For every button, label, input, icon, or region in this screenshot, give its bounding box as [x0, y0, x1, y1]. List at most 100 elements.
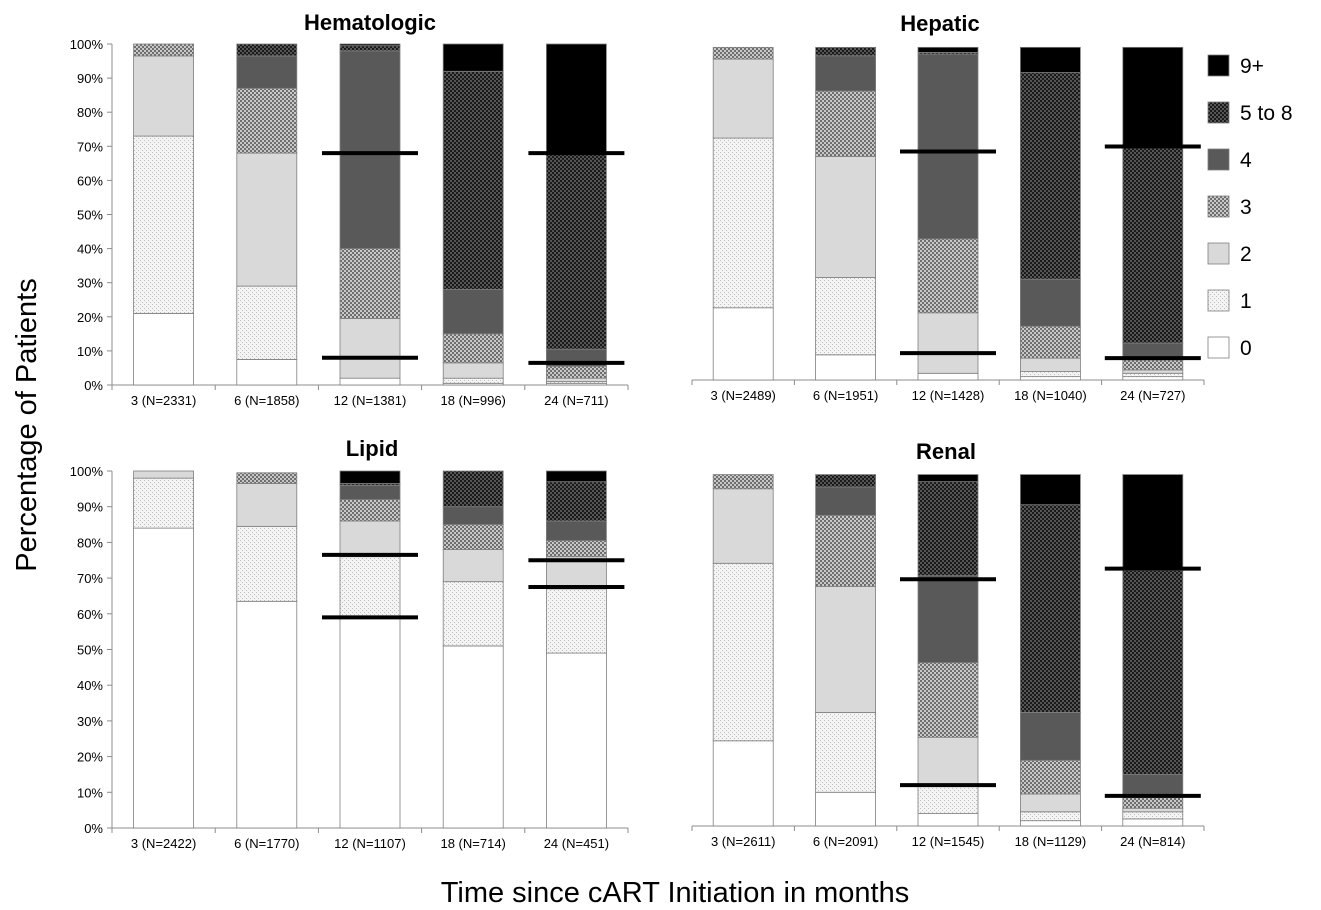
bar-segment-5-to-8 — [815, 46, 876, 57]
bar-segment-2 — [815, 156, 876, 278]
bar-segment-1 — [815, 277, 876, 356]
bar-segment-3 — [339, 499, 401, 522]
legend-swatch — [1207, 148, 1230, 171]
bar-segment-9plus — [1122, 46, 1184, 149]
bar-segment-9plus — [546, 470, 607, 483]
y-tick-label: 0% — [84, 821, 103, 836]
bar-segment-4 — [442, 289, 504, 335]
bar-segment-3 — [815, 514, 876, 587]
x-tick-label: 24 (N=814) — [1120, 834, 1185, 849]
y-tick-label: 10% — [77, 344, 103, 359]
bar-segment-1 — [339, 556, 401, 618]
x-tick-label: 6 (N=1770) — [234, 836, 299, 851]
bar-segment-4 — [917, 575, 979, 664]
y-tick-label: 0% — [84, 378, 103, 393]
bar-segment-9plus — [917, 474, 979, 483]
bar-segment-0 — [815, 354, 876, 381]
bar-segment-1 — [133, 477, 195, 529]
bar-segment-4 — [1020, 278, 1081, 327]
y-tick-label: 100% — [70, 37, 104, 52]
bar-segment-0 — [712, 307, 774, 381]
legend: 9+ 5 to 8 4 3 2 1 0 — [1207, 54, 1293, 360]
bar-segment-5-to-8 — [1020, 72, 1081, 280]
bar-segment-1 — [1020, 811, 1081, 822]
y-tick-label: 70% — [77, 139, 103, 154]
x-tick-label: 3 (N=2422) — [131, 836, 196, 851]
stacked-bar — [133, 470, 195, 829]
bar-segment-0 — [236, 359, 298, 386]
bar-segment-4 — [339, 484, 401, 500]
stacked-bar — [917, 474, 979, 827]
y-tick-label: 30% — [77, 276, 103, 291]
bar-segment-5-to-8 — [546, 152, 607, 350]
bar-segment-9plus — [339, 43, 401, 47]
legend-label: 0 — [1240, 337, 1252, 360]
bar-segment-2 — [712, 488, 774, 564]
bar-segment-3 — [339, 248, 401, 319]
stacked-bar — [133, 43, 195, 386]
bar-segment-3 — [1122, 359, 1184, 371]
stacked-bar — [546, 43, 607, 386]
stacked-bar — [1020, 46, 1081, 381]
bar-segment-5-to-8 — [1020, 504, 1081, 713]
bar-segment-5-to-8 — [815, 474, 876, 488]
bar-segment-1 — [917, 784, 979, 814]
legend-label: 2 — [1240, 243, 1252, 266]
y-tick-label: 100% — [70, 464, 104, 479]
bar-segment-4 — [917, 53, 979, 240]
stacked-bar — [815, 474, 876, 827]
stacked-bar — [712, 474, 774, 827]
bar-segment-2 — [339, 318, 401, 379]
bar-segment-2 — [339, 520, 401, 558]
stacked-bar — [442, 470, 504, 829]
bar-segment-3 — [442, 333, 504, 364]
bar-segment-2 — [815, 585, 876, 713]
panel-title: Lipid — [346, 436, 399, 461]
bar-segment-0 — [1020, 376, 1081, 381]
bar-segment-1 — [1122, 811, 1184, 820]
legend-label: 5 to 8 — [1240, 102, 1293, 125]
bar-segment-3 — [546, 540, 607, 558]
x-tick-label: 24 (N=727) — [1120, 388, 1185, 403]
bar-segment-3 — [1020, 759, 1081, 795]
bar-segment-0 — [339, 377, 401, 386]
legend-label: 1 — [1240, 290, 1252, 313]
bar-segment-3 — [815, 90, 876, 157]
legend-swatch — [1207, 195, 1230, 218]
bar-segment-1 — [133, 135, 195, 314]
bar-segment-5-to-8 — [442, 470, 504, 508]
bar-segment-2 — [442, 549, 504, 583]
x-tick-label: 12 (N=1428) — [912, 388, 985, 403]
bar-segment-2 — [1020, 793, 1081, 813]
x-tick-label: 12 (N=1381) — [334, 393, 407, 408]
bar-segment-1 — [236, 525, 298, 602]
legend-swatch — [1207, 336, 1230, 359]
legend-label: 9+ — [1240, 55, 1264, 78]
x-tick-label: 6 (N=2091) — [813, 834, 878, 849]
stacked-bar — [815, 46, 876, 381]
x-tick-label: 3 (N=2331) — [131, 393, 196, 408]
bar-segment-9plus — [1020, 474, 1081, 506]
stacked-bar — [236, 43, 298, 386]
legend-item: 4 — [1207, 148, 1252, 172]
bar-segment-2 — [1122, 369, 1184, 374]
bar-segment-4 — [339, 50, 401, 249]
x-tick-label: 24 (N=711) — [544, 393, 608, 408]
bar-segment-1 — [712, 137, 774, 309]
y-tick-label: 30% — [77, 714, 103, 729]
stacked-bar — [1122, 474, 1184, 827]
x-tick-label: 24 (N=451) — [544, 836, 609, 851]
bar-segment-0 — [442, 645, 504, 829]
bar-segment-5-to-8 — [1122, 147, 1184, 344]
y-tick-label: 90% — [77, 71, 103, 86]
bar-segment-0 — [339, 616, 401, 829]
legend-item: 5 to 8 — [1207, 101, 1293, 125]
stacked-bar — [339, 43, 401, 386]
x-tick-label: 18 (N=1129) — [1015, 834, 1087, 849]
bar-segment-2 — [917, 312, 979, 374]
bar-segment-9plus — [442, 43, 504, 72]
panel-renal: Renal 3 (N=2611) 6 (N=2091) 12 (N=1545) 18 (… — [691, 439, 1205, 849]
x-tick-label: 18 (N=714) — [440, 836, 505, 851]
y-tick-label: 60% — [77, 607, 103, 622]
bar-segment-9plus — [917, 46, 979, 53]
